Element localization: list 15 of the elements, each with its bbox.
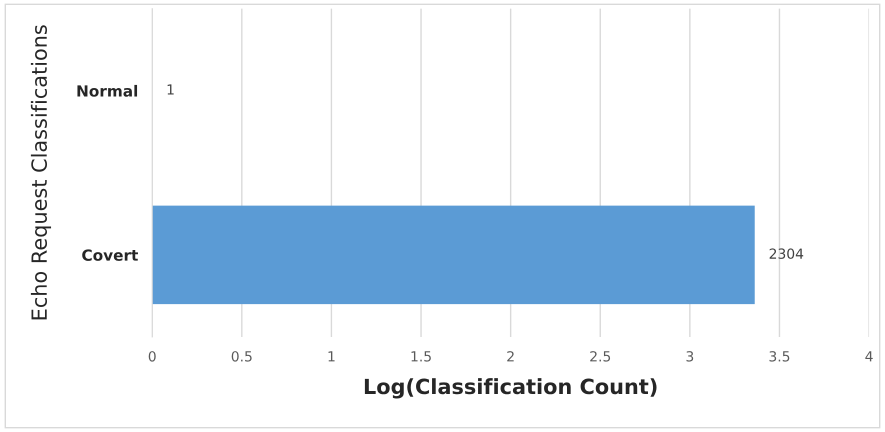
annotation: 1 xyxy=(168,84,174,95)
y-tick-label: Normal xyxy=(77,84,138,97)
x-tick-label: 0 xyxy=(148,351,156,362)
x-tick-label: 3.5 xyxy=(769,351,790,362)
x-tick-label: 2.5 xyxy=(590,351,610,362)
x-tick-label: 3 xyxy=(686,351,694,362)
annotation: 2304 xyxy=(770,248,804,259)
x-tick-label: 0.5 xyxy=(232,351,252,362)
y-axis-title: Echo Request Classifications xyxy=(30,25,52,320)
x-tick-label: 2 xyxy=(507,351,514,362)
x-tick-label: 1.5 xyxy=(412,351,431,362)
x-tick-label: 1 xyxy=(328,351,335,362)
x-tick-label: 4 xyxy=(865,351,873,362)
x-axis-title: Log(Classification Count) xyxy=(364,378,657,399)
y-tick-label: Covert xyxy=(82,249,138,261)
